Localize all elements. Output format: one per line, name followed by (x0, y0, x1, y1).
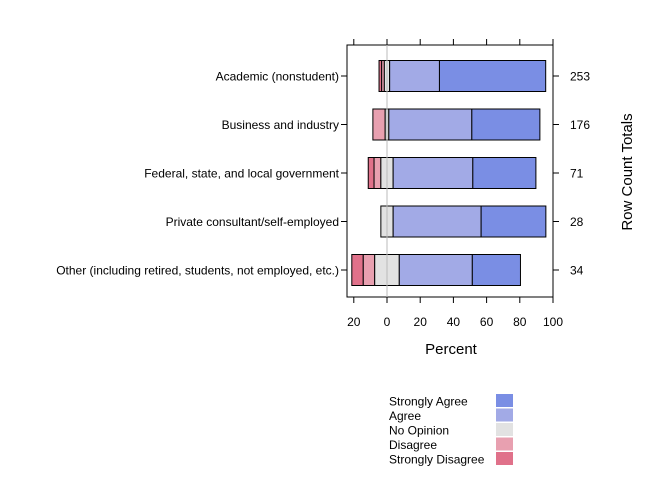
bar-disagree-row-3 (373, 157, 382, 189)
x-tick-label: 20 (414, 315, 428, 329)
row-total-label: 176 (570, 118, 590, 132)
legend-label-strongly-agree: Strongly Agree (389, 395, 468, 409)
row-total-labels: 253 176 71 28 34 (570, 70, 590, 278)
bars-group (351, 60, 547, 286)
legend-swatch-no-opinion (496, 423, 513, 436)
category-labels: Academic (nonstudent) Business and indust… (56, 70, 339, 278)
legend-label-no-opinion: No Opinion (389, 424, 449, 438)
row-total-label: 34 (570, 264, 584, 278)
bar-strongly-agree-row-5 (471, 254, 521, 286)
bar-strongly-disagree-row-5 (351, 254, 364, 286)
legend-swatch-disagree (496, 437, 513, 451)
category-label: Private consultant/self-employed (166, 215, 339, 229)
category-label: Other (including retired, students, not … (56, 264, 339, 278)
x-tick-label: 20 (347, 315, 361, 329)
legend-swatch-agree (496, 408, 513, 422)
bar-agree-row-4 (392, 205, 482, 238)
bar-agree-row-2 (388, 108, 473, 141)
bar-agree-row-5 (398, 254, 473, 286)
category-label: Business and industry (222, 118, 339, 132)
bar-agree-row-1 (389, 60, 440, 92)
category-label: Academic (nonstudent) (216, 70, 339, 84)
axis-ticks: 20 0 20 40 60 80 100 (341, 39, 563, 329)
legend-label-disagree: Disagree (389, 438, 437, 452)
legend-label-agree: Agree (389, 409, 421, 423)
x-axis-label: Percent (425, 341, 478, 358)
x-tick-label: 100 (543, 315, 563, 329)
legend-swatch-strongly-disagree (496, 452, 513, 465)
x-tick-label: 40 (447, 315, 461, 329)
x-tick-label: 80 (513, 315, 527, 329)
bar-strongly-agree-row-3 (472, 157, 537, 189)
bar-strongly-disagree-row-3 (367, 157, 375, 189)
x-tick-label: 0 (384, 315, 391, 329)
plot-panel (346, 44, 554, 298)
row-total-label: 253 (570, 70, 590, 84)
legend-label-strongly-disagree: Strongly Disagree (389, 453, 485, 467)
bar-disagree-row-5 (362, 254, 376, 286)
bar-strongly-agree-row-1 (438, 60, 547, 92)
row-total-label: 71 (570, 167, 584, 181)
bar-strongly-agree-row-2 (471, 108, 541, 141)
row-total-label: 28 (570, 215, 584, 229)
bar-strongly-agree-row-4 (480, 205, 547, 238)
bar-agree-row-3 (392, 157, 474, 189)
right-axis-label: Row Count Totals (619, 113, 636, 230)
category-label: Federal, state, and local government (144, 167, 339, 181)
x-tick-label: 60 (480, 315, 494, 329)
bar-disagree-row-2 (372, 108, 386, 141)
legend-swatch-strongly-agree (496, 394, 513, 407)
